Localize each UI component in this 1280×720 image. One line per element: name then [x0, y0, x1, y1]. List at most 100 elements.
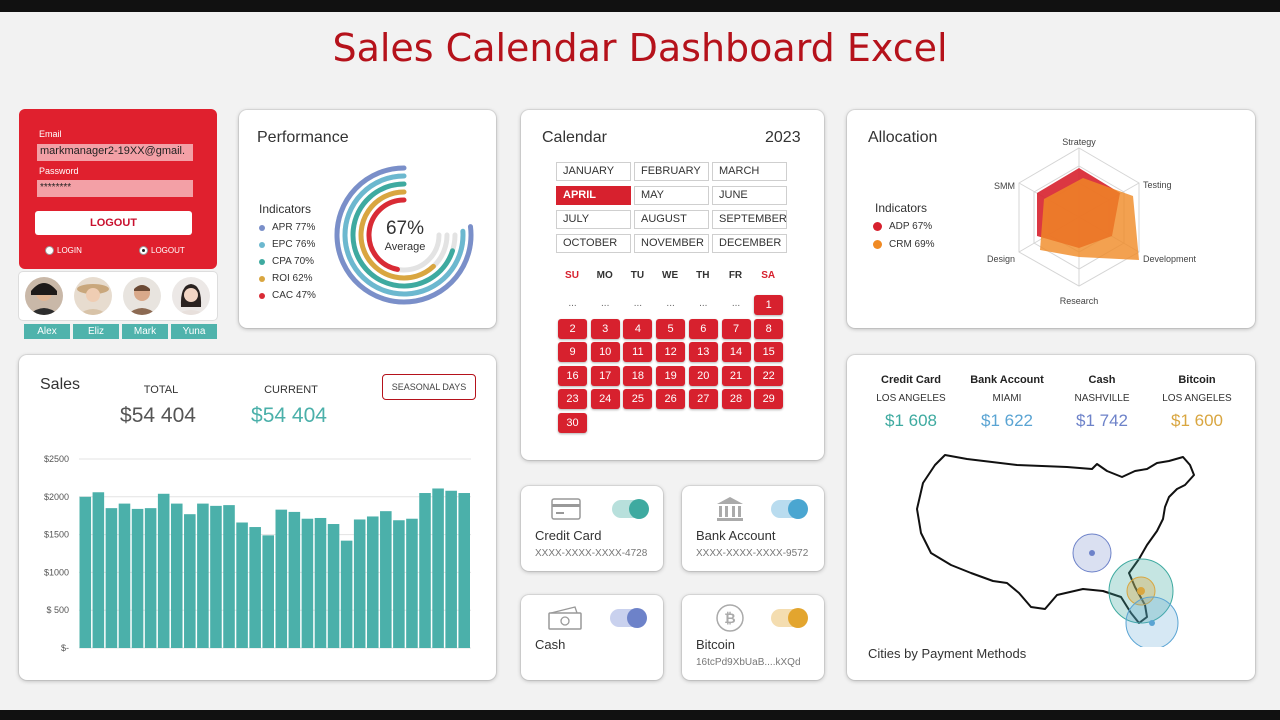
- month-january[interactable]: JANUARY: [556, 162, 631, 181]
- sales-bar[interactable]: [353, 519, 366, 648]
- radio-logout-dot[interactable]: [139, 246, 148, 255]
- sales-bar[interactable]: [301, 518, 314, 648]
- user-name-tag[interactable]: Yuna: [171, 324, 217, 339]
- calendar-day[interactable]: 2: [558, 318, 587, 339]
- month-september[interactable]: SEPTEMBER: [712, 210, 787, 229]
- calendar-day[interactable]: 19: [656, 365, 686, 386]
- calendar-day[interactable]: 24: [590, 389, 620, 409]
- sales-bar[interactable]: [184, 514, 196, 648]
- sales-bar[interactable]: [419, 493, 431, 648]
- calendar-day[interactable]: 3: [590, 318, 620, 339]
- calendar-day[interactable]: 4: [623, 318, 653, 339]
- password-field[interactable]: ********: [37, 180, 193, 197]
- sales-bar[interactable]: [105, 508, 118, 648]
- calendar-day[interactable]: 21: [721, 365, 751, 386]
- calendar-day[interactable]: 13: [688, 342, 718, 362]
- user-name-tag[interactable]: Eliz: [73, 324, 119, 339]
- month-february[interactable]: FEBRUARY: [634, 162, 709, 181]
- avatar[interactable]: [172, 277, 210, 315]
- radio-logout[interactable]: LOGOUT: [139, 246, 185, 255]
- month-august[interactable]: AUGUST: [634, 210, 709, 229]
- sales-bar[interactable]: [92, 492, 105, 648]
- sales-bar[interactable]: [170, 503, 183, 648]
- radio-login-dot[interactable]: [45, 246, 54, 255]
- calendar-day[interactable]: 7: [721, 318, 751, 339]
- calendar-day[interactable]: 27: [688, 389, 718, 409]
- payment-card-credit-card[interactable]: Credit Card XXXX-XXXX-XXXX-4728: [521, 486, 663, 571]
- sales-bar[interactable]: [340, 540, 353, 648]
- user-name-tag[interactable]: Alex: [24, 324, 70, 339]
- month-october[interactable]: OCTOBER: [556, 234, 631, 253]
- calendar-day[interactable]: 17: [590, 365, 620, 386]
- sales-bar[interactable]: [223, 505, 235, 648]
- payment-card-bitcoin[interactable]: ₿ Bitcoin 16tcPd9XbUaB....kXQd: [682, 595, 824, 680]
- sales-bar[interactable]: [380, 511, 392, 648]
- sales-bar[interactable]: [131, 508, 144, 648]
- sales-bar[interactable]: [458, 493, 470, 648]
- sales-bar[interactable]: [393, 520, 405, 648]
- calendar-day[interactable]: 16: [558, 365, 587, 386]
- calendar-day[interactable]: 5: [656, 318, 686, 339]
- sales-bar[interactable]: [210, 505, 222, 648]
- calendar-day[interactable]: 20: [688, 365, 718, 386]
- calendar-day[interactable]: 15: [754, 342, 784, 362]
- sales-bar[interactable]: [275, 509, 288, 648]
- calendar-day[interactable]: 18: [623, 365, 653, 386]
- sales-bar[interactable]: [157, 493, 170, 648]
- sales-bar[interactable]: [79, 496, 92, 648]
- sales-bar[interactable]: [118, 503, 131, 648]
- credit-card-toggle[interactable]: [612, 499, 649, 519]
- calendar-day[interactable]: 6: [688, 318, 718, 339]
- sales-bar[interactable]: [249, 527, 261, 648]
- toggle-knob[interactable]: [627, 608, 647, 628]
- calendar-day[interactable]: 11: [623, 342, 653, 362]
- month-april[interactable]: APRIL: [556, 186, 631, 205]
- month-june[interactable]: JUNE: [712, 186, 787, 205]
- calendar-day[interactable]: 25: [623, 389, 653, 409]
- month-july[interactable]: JULY: [556, 210, 631, 229]
- month-december[interactable]: DECEMBER: [712, 234, 787, 253]
- bitcoin-toggle[interactable]: [771, 608, 808, 628]
- sales-bar[interactable]: [406, 518, 418, 648]
- sales-bar[interactable]: [262, 535, 274, 648]
- calendar-day[interactable]: 30: [558, 412, 587, 433]
- toggle-knob[interactable]: [629, 499, 649, 519]
- calendar-day[interactable]: 9: [558, 342, 587, 362]
- user-name-tag[interactable]: Mark: [122, 324, 168, 339]
- sales-bar[interactable]: [327, 524, 340, 648]
- sales-bar[interactable]: [366, 516, 379, 648]
- calendar-day[interactable]: 8: [754, 318, 784, 339]
- calendar-year[interactable]: 2023: [765, 129, 801, 146]
- sales-bar[interactable]: [197, 503, 209, 648]
- calendar-day[interactable]: 23: [558, 389, 587, 409]
- calendar-day[interactable]: 22: [754, 365, 784, 386]
- sales-bar[interactable]: [144, 508, 157, 648]
- radio-login[interactable]: LOGIN: [45, 246, 82, 255]
- payment-card-bank-account[interactable]: Bank Account XXXX-XXXX-XXXX-9572: [682, 486, 824, 571]
- toggle-knob[interactable]: [788, 499, 808, 519]
- calendar-day[interactable]: 26: [656, 389, 686, 409]
- payment-card-cash[interactable]: Cash: [521, 595, 663, 680]
- logout-button[interactable]: LOGOUT: [35, 211, 192, 235]
- calendar-day[interactable]: 28: [721, 389, 751, 409]
- calendar-day[interactable]: 12: [656, 342, 686, 362]
- bank-account-toggle[interactable]: [771, 499, 808, 519]
- sales-bar[interactable]: [236, 522, 248, 649]
- calendar-day[interactable]: 14: [721, 342, 751, 362]
- sales-bar[interactable]: [288, 511, 301, 648]
- toggle-knob[interactable]: [788, 608, 808, 628]
- calendar-day[interactable]: 1: [754, 295, 784, 315]
- month-november[interactable]: NOVEMBER: [634, 234, 709, 253]
- month-march[interactable]: MARCH: [712, 162, 787, 181]
- avatar[interactable]: [74, 277, 112, 315]
- seasonal-days-button[interactable]: SEASONAL DAYS: [382, 374, 476, 400]
- avatar[interactable]: [123, 277, 161, 315]
- month-may[interactable]: MAY: [634, 186, 709, 205]
- sales-bar[interactable]: [445, 490, 457, 648]
- avatar[interactable]: [25, 277, 63, 315]
- cash-toggle[interactable]: [610, 608, 647, 628]
- email-field[interactable]: markmanager2-19XX@gmail.: [37, 144, 193, 161]
- sales-bar[interactable]: [432, 488, 444, 648]
- sales-bar[interactable]: [314, 517, 327, 648]
- calendar-day[interactable]: 29: [754, 389, 784, 409]
